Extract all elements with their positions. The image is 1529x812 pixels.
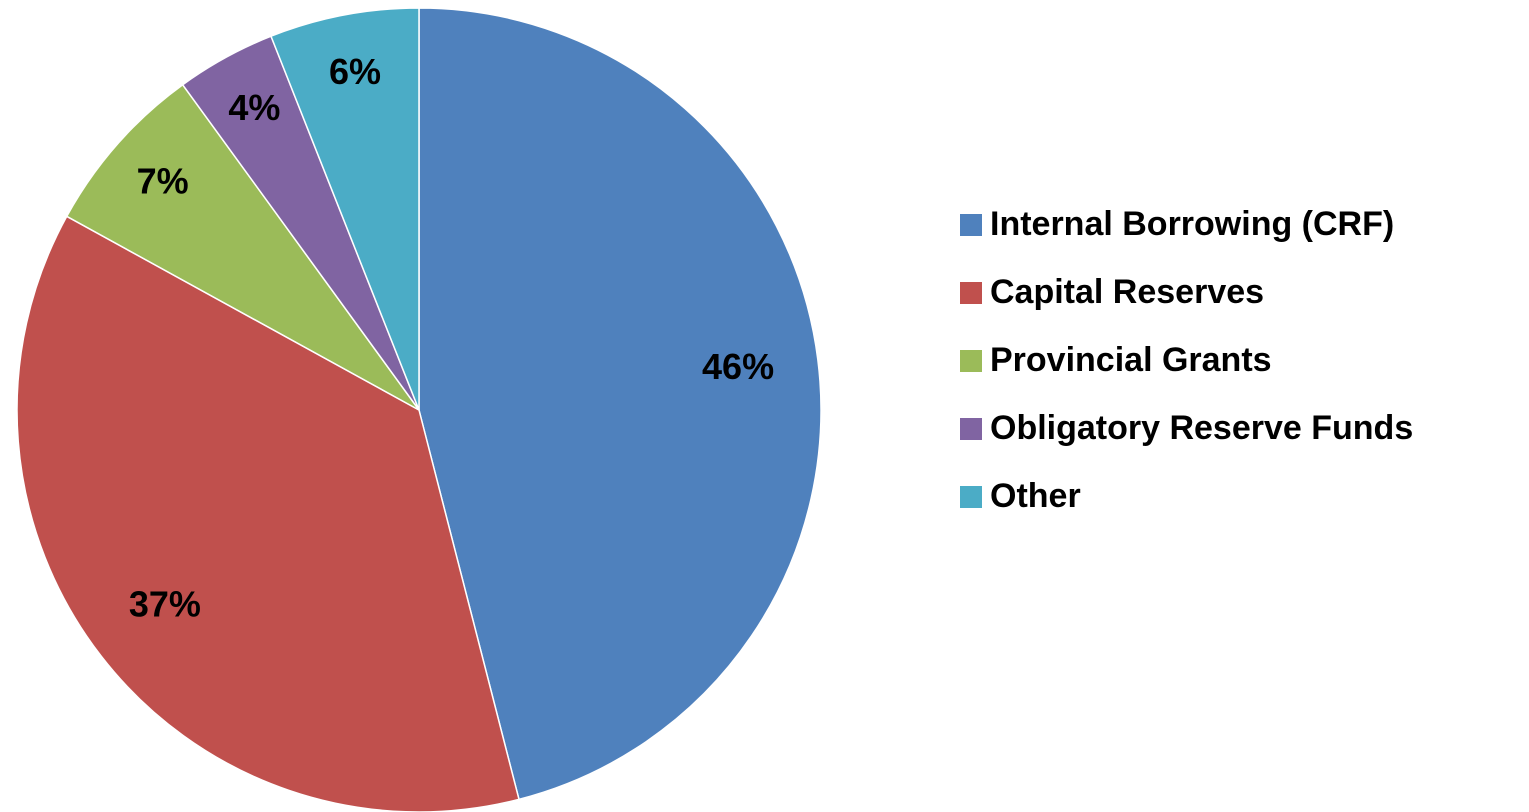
legend-label: Provincial Grants [990,341,1272,379]
pie-slice [418,7,822,801]
data-label: 4% [228,87,280,128]
data-label: 46% [702,346,774,387]
legend-swatch [960,486,982,508]
pie-slice [270,7,420,411]
data-label: 7% [137,161,189,202]
legend-label: Internal Borrowing (CRF) [990,205,1394,243]
legend-swatch [960,418,982,440]
legend-swatch [960,214,982,236]
data-label: 37% [129,584,201,625]
legend-label: Other [990,477,1081,515]
pie-slice [65,83,420,411]
legend-swatch [960,350,982,372]
pie-slice [16,215,520,812]
legend-label: Obligatory Reserve Funds [990,409,1413,447]
legend-label: Capital Reserves [990,273,1264,311]
data-label: 6% [329,51,381,92]
legend-swatch [960,282,982,304]
